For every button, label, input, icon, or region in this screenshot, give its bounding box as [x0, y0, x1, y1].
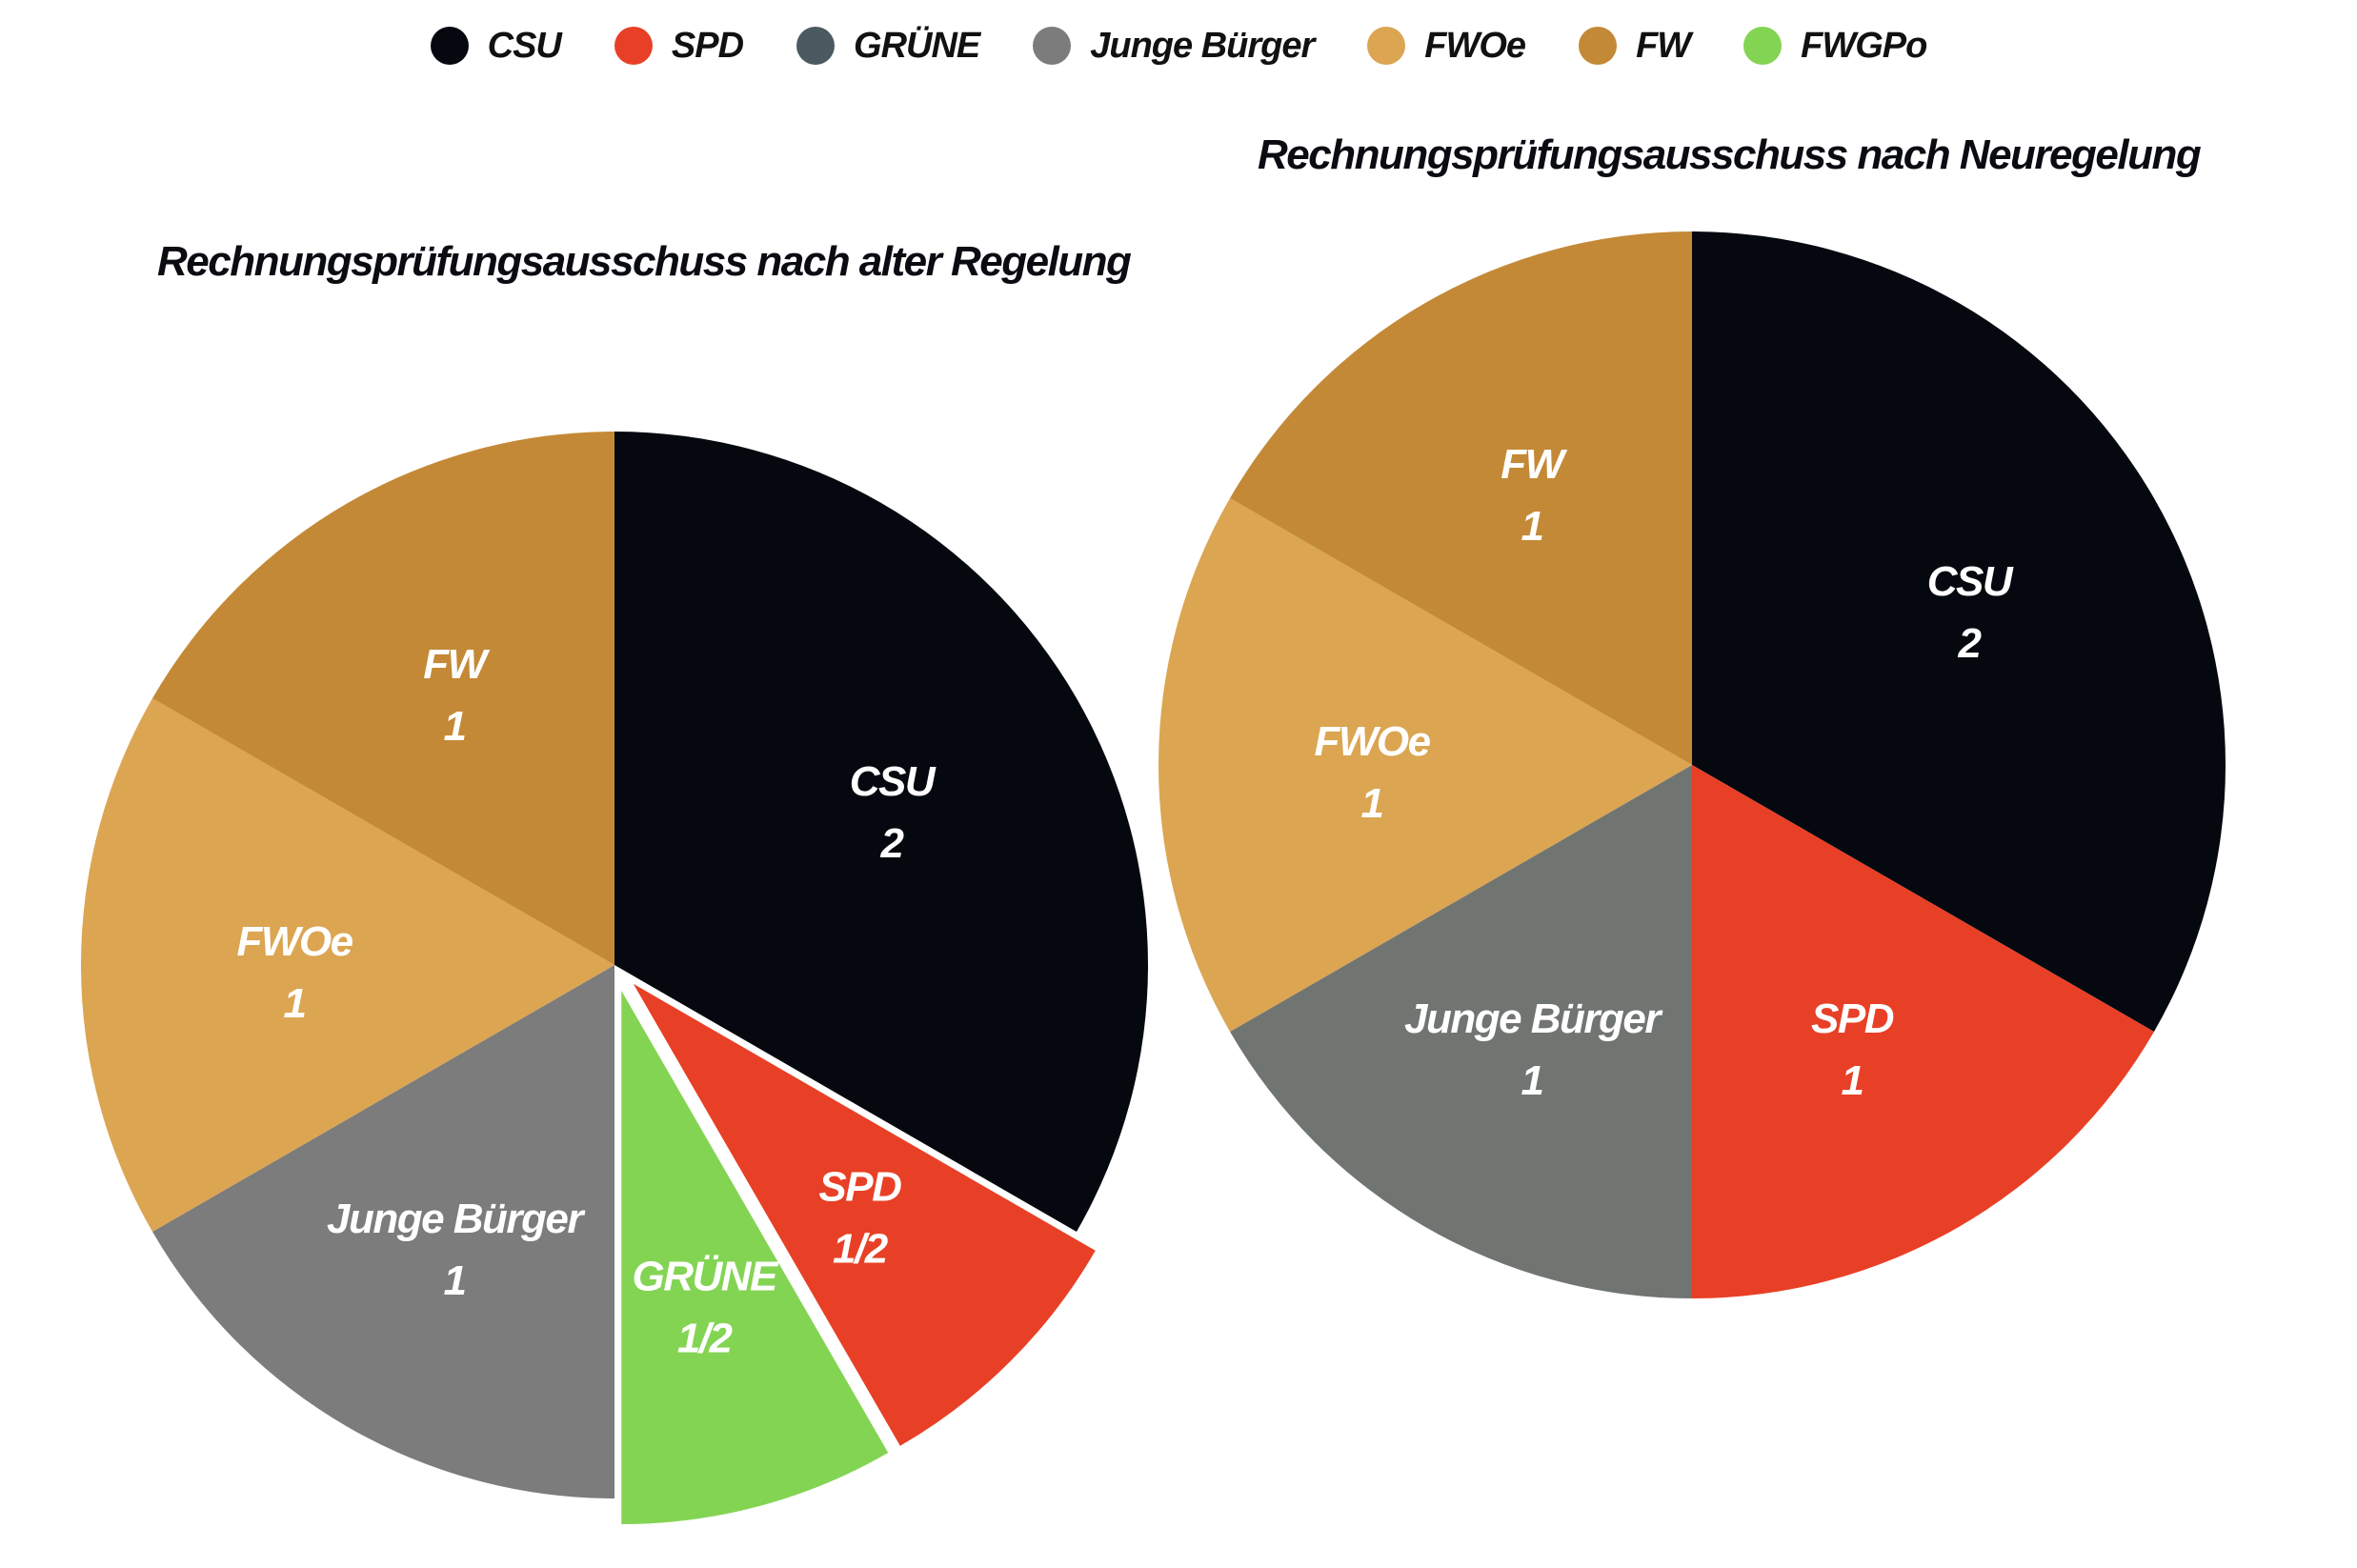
slice-name-label: CSU — [1927, 558, 2014, 605]
slice-name-label: SPD — [818, 1163, 901, 1210]
legend-label: FW — [1636, 25, 1691, 66]
slice-name-label: Junge Bürger — [327, 1196, 586, 1242]
slice-name-label: FW — [1501, 441, 1567, 488]
slice-value-label: 2 — [879, 820, 904, 867]
legend-label: FWGPo — [1801, 25, 1927, 66]
legend-label: FWOe — [1424, 25, 1526, 66]
slice-value-label: 1/2 — [677, 1316, 734, 1362]
slice-value-label: 2 — [1957, 620, 1982, 667]
legend-item: GRÜNE — [796, 25, 980, 67]
slice-name-label: Junge Bürger — [1404, 995, 1663, 1042]
legend-swatch — [430, 27, 469, 65]
legend-item: Junge Bürger — [1033, 25, 1315, 67]
legend-item: FW — [1579, 25, 1691, 67]
legend-swatch — [1579, 27, 1618, 65]
legend-swatch — [1367, 27, 1406, 65]
slice-name-label: FWOe — [1314, 718, 1430, 765]
pie-slice — [152, 432, 615, 965]
pie-slice — [633, 983, 1096, 1446]
chart-title-new-rule: Rechnungsprüfungsausschuss nach Neuregel… — [1258, 131, 2202, 178]
pie-slice — [614, 432, 1148, 1232]
pie-slice — [1692, 231, 2226, 1032]
slice-value-label: 1 — [1842, 1057, 1863, 1104]
legend-item: FWOe — [1367, 25, 1526, 67]
legend-item: FWGPo — [1743, 25, 1927, 67]
slice-name-label: SPD — [1811, 995, 1894, 1042]
legend-swatch — [1033, 27, 1072, 65]
pie-slice — [1692, 765, 2154, 1298]
slice-value-label: 1 — [1361, 780, 1383, 827]
pie-slice — [152, 965, 615, 1498]
legend-label: GRÜNE — [854, 25, 980, 66]
legend-item: SPD — [614, 25, 744, 67]
pie-slice — [621, 991, 889, 1525]
legend-swatch — [614, 27, 653, 65]
legend-swatch — [796, 27, 836, 65]
legend-label: Junge Bürger — [1090, 25, 1315, 66]
pie-chart-1: CSU 2 SPD 1 Junge Bürger 1 FWOe 1 FW 1 — [1158, 231, 2226, 1298]
slice-value-label: 1 — [1521, 1057, 1543, 1104]
slice-value-label: 1/2 — [833, 1225, 889, 1272]
slice-name-label: CSU — [850, 758, 937, 805]
pie-slice — [1230, 765, 1692, 1298]
slice-value-label: 1 — [284, 980, 306, 1027]
legend-item: CSU — [430, 25, 562, 67]
pie-slice — [81, 698, 614, 1232]
pie-slice — [1158, 498, 1692, 1032]
slice-value-label: 1 — [444, 1257, 466, 1304]
pie-chart-0: CSU 2 SPD 1/2 GRÜNE 1/2 Junge Bürger 1 FWOe 1 FW 1 — [81, 432, 1148, 1525]
chart-title-old-rule: Rechnungsprüfungsausschuss nach alter Re… — [157, 238, 1132, 285]
slice-name-label: GRÜNE — [633, 1254, 780, 1300]
pie-slice — [1230, 231, 1692, 765]
legend-label: SPD — [671, 25, 744, 66]
legend-swatch — [1743, 27, 1783, 65]
slice-value-label: 1 — [1521, 503, 1543, 550]
slice-value-label: 1 — [444, 703, 466, 750]
slice-name-label: FWOe — [236, 918, 353, 965]
legend-label: CSU — [487, 25, 562, 66]
slice-name-label: FW — [423, 641, 490, 688]
legend: CSU SPD GRÜNE Junge Bürger FWOe FW FWGPo — [0, 17, 2357, 74]
